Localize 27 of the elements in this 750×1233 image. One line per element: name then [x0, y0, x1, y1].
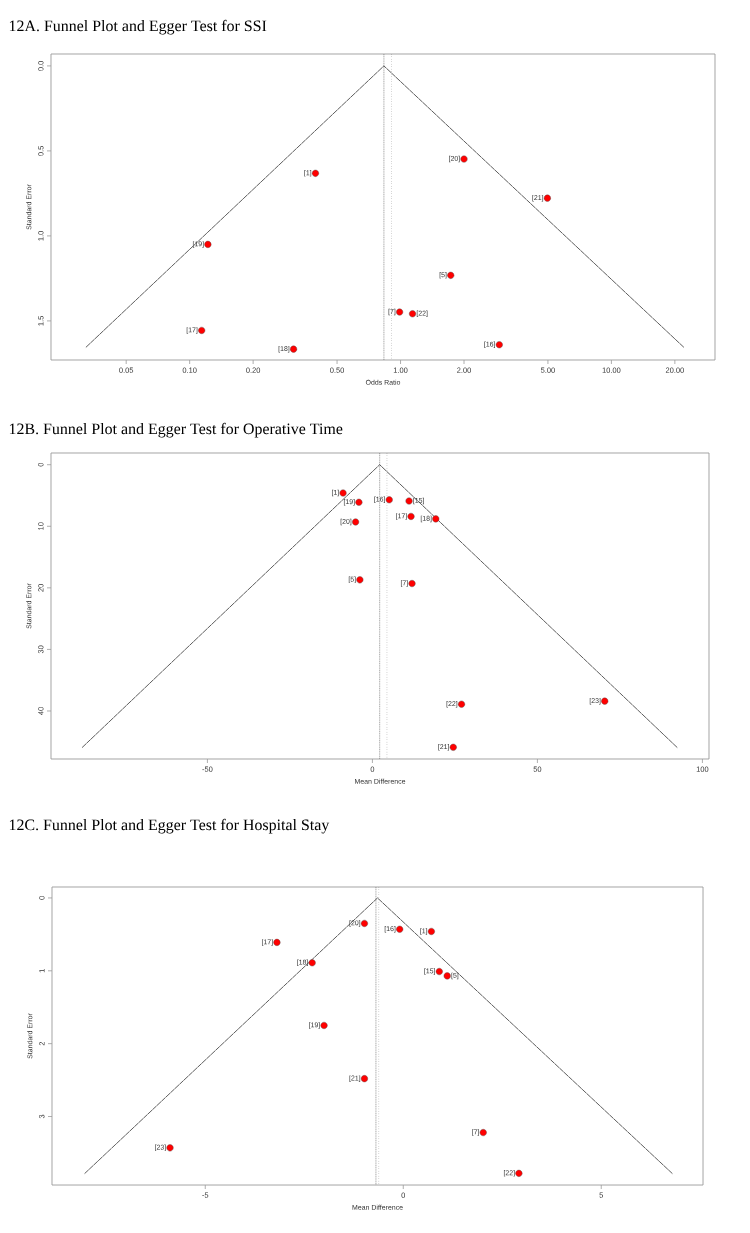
point: [339, 489, 347, 497]
chart-title: 12C. Funnel Plot and Egger Test for Hospital Stay: [9, 818, 330, 834]
point: [601, 697, 609, 705]
point: [385, 496, 393, 504]
chart-title: 12A. Funnel Plot and Egger Test for SSI: [9, 19, 267, 35]
chart-title: 12B. Funnel Plot and Egger Test for Operative Time: [9, 422, 343, 438]
point: [479, 1129, 487, 1137]
point: [408, 580, 416, 588]
point: [427, 927, 435, 935]
point: [355, 498, 363, 506]
point: [360, 1075, 368, 1083]
point: [360, 919, 368, 927]
point: [320, 1021, 328, 1029]
point: [449, 743, 457, 751]
point: [458, 700, 466, 708]
point: [432, 515, 440, 523]
point: [435, 968, 443, 976]
point: [308, 959, 316, 967]
point: [352, 518, 360, 526]
point: [405, 497, 413, 505]
point: [166, 1144, 174, 1152]
point: [273, 938, 281, 946]
point: [396, 925, 404, 933]
point: [356, 576, 364, 584]
point: [443, 972, 451, 980]
point: [515, 1169, 523, 1177]
point: [407, 512, 415, 520]
